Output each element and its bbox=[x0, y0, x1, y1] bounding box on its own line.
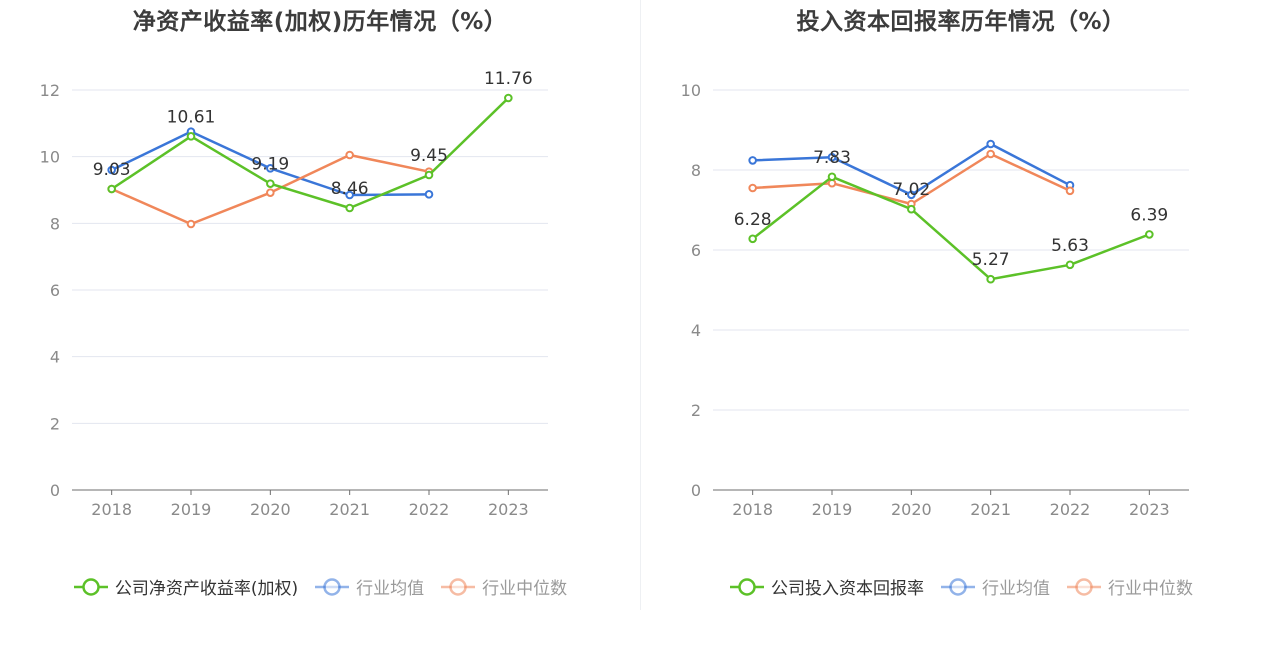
x-tick-label: 2021 bbox=[329, 500, 370, 519]
roic-chart-svg: 0 2 4 6 8 10 2018 2019 2020 2021 2022 2023 6.28 7.83 7… bbox=[681, 81, 1189, 519]
data-point bbox=[424, 190, 434, 199]
data-label: 10.61 bbox=[167, 107, 216, 127]
data-point bbox=[986, 139, 995, 149]
legend-item[interactable]: 公司净资产收益率(加权) bbox=[73, 574, 298, 599]
y-tick-label: 2 bbox=[50, 414, 60, 433]
data-point bbox=[907, 204, 916, 214]
x-tick-label: 2023 bbox=[488, 500, 529, 519]
panel-divider bbox=[640, 0, 641, 610]
data-label: 5.27 bbox=[972, 250, 1010, 270]
chart-legend: 公司投入资本回报率 行业均值 行业中位数 bbox=[641, 574, 1275, 599]
data-label: 5.63 bbox=[1051, 236, 1089, 256]
data-point bbox=[266, 164, 275, 173]
y-tick-label: 8 bbox=[691, 161, 701, 180]
legend-label: 公司投入资本回报率 bbox=[771, 579, 924, 599]
legend-item[interactable]: 行业均值 bbox=[940, 574, 1050, 599]
data-point bbox=[186, 132, 196, 141]
data-point bbox=[186, 219, 196, 229]
data-point bbox=[266, 179, 275, 188]
data-point bbox=[827, 172, 837, 182]
data-label: 8.46 bbox=[331, 179, 369, 199]
y-tick-label: 0 bbox=[50, 481, 60, 500]
legend-label: 行业均值 bbox=[356, 579, 425, 599]
x-tick-label: 2022 bbox=[1050, 500, 1091, 519]
legend-label: 公司净资产收益率(加权) bbox=[114, 579, 299, 599]
legend-swatch-marker bbox=[1075, 577, 1093, 596]
y-tick-label: 0 bbox=[691, 481, 701, 500]
data-label: 9.03 bbox=[93, 160, 131, 180]
x-tick-label: 2021 bbox=[970, 500, 1011, 519]
legend-item[interactable]: 公司投入资本回报率 bbox=[729, 574, 924, 599]
legend-item[interactable]: 行业均值 bbox=[314, 574, 424, 599]
legend-swatch-marker bbox=[82, 577, 100, 596]
data-point bbox=[748, 234, 757, 244]
legend-label: 行业中位数 bbox=[1108, 579, 1193, 599]
data-point bbox=[1065, 260, 1075, 270]
data-point bbox=[1065, 186, 1075, 196]
data-label: 11.76 bbox=[484, 69, 533, 89]
data-point bbox=[345, 190, 354, 200]
y-tick-label: 4 bbox=[691, 321, 701, 340]
chart-legend: 公司净资产收益率(加权) 行业均值 行业中位数 bbox=[0, 574, 640, 599]
data-point bbox=[1145, 230, 1154, 239]
chart-title: 净资产收益率(加权)历年情况（%） bbox=[132, 9, 508, 35]
roe-chart-panel: 净资产收益率(加权)历年情况（%） 0 2 4 6 8 10 12 2018 2019 2020 2… bbox=[0, 9, 640, 599]
data-point bbox=[107, 184, 116, 194]
y-tick-label: 6 bbox=[50, 281, 60, 300]
roe-chart-svg: 0 2 4 6 8 10 12 2018 2019 2020 2021 2022 2023 9.03 10.… bbox=[40, 69, 548, 519]
x-tick-label: 2019 bbox=[812, 500, 853, 519]
legend-swatch-icon bbox=[73, 577, 108, 596]
legend-swatch-icon bbox=[730, 577, 764, 596]
data-point bbox=[907, 190, 916, 200]
data-label: 7.02 bbox=[892, 180, 930, 200]
legend-item[interactable]: 行业中位数 bbox=[440, 574, 567, 599]
legend-label: 行业均值 bbox=[982, 579, 1050, 599]
legend-swatch-marker bbox=[323, 577, 341, 596]
y-tick-label: 4 bbox=[50, 348, 60, 367]
legend-label: 行业中位数 bbox=[482, 579, 568, 599]
legend-item[interactable]: 行业中位数 bbox=[1066, 574, 1193, 599]
data-label: 9.19 bbox=[251, 155, 289, 175]
data-point bbox=[345, 150, 354, 160]
x-tick-label: 2020 bbox=[250, 500, 291, 519]
y-tick-label: 2 bbox=[691, 401, 701, 420]
data-point bbox=[107, 165, 116, 175]
x-tick-label: 2019 bbox=[171, 500, 212, 519]
data-point bbox=[345, 203, 354, 213]
y-tick-label: 6 bbox=[691, 241, 701, 260]
data-label: 6.28 bbox=[734, 210, 772, 230]
data-point bbox=[986, 149, 995, 159]
legend-swatch-marker bbox=[949, 577, 967, 596]
legend-swatch-marker bbox=[738, 577, 756, 596]
y-tick-label: 8 bbox=[50, 214, 60, 233]
data-point bbox=[266, 188, 275, 197]
y-tick-label: 10 bbox=[681, 81, 701, 100]
data-point bbox=[504, 93, 513, 103]
legend-swatch-icon bbox=[941, 577, 975, 596]
data-label: 7.83 bbox=[813, 148, 851, 168]
roic-chart-panel: 投入资本回报率历年情况（%） 0 2 4 6 8 10 2018 2019 2020 2021 20… bbox=[641, 0, 1275, 655]
legend-swatch-icon bbox=[441, 577, 476, 596]
y-tick-label: 10 bbox=[40, 148, 60, 167]
x-tick-label: 2018 bbox=[732, 500, 773, 519]
legend-swatch-marker bbox=[449, 577, 467, 596]
data-point bbox=[748, 183, 757, 193]
series-line bbox=[110, 97, 510, 210]
x-tick-label: 2020 bbox=[891, 500, 932, 519]
data-point bbox=[986, 274, 995, 284]
x-tick-label: 2022 bbox=[409, 500, 450, 519]
data-point bbox=[748, 156, 757, 165]
data-point bbox=[424, 170, 434, 180]
x-tick-label: 2018 bbox=[91, 500, 132, 519]
data-label: 6.39 bbox=[1130, 205, 1168, 225]
chart-title: 投入资本回报率历年情况（%） bbox=[796, 9, 1126, 35]
y-tick-label: 12 bbox=[40, 81, 60, 100]
legend-swatch-icon bbox=[315, 577, 350, 596]
x-tick-label: 2023 bbox=[1129, 500, 1170, 519]
series-line bbox=[751, 175, 1150, 281]
legend-swatch-icon bbox=[1067, 577, 1101, 596]
data-label: 9.45 bbox=[410, 146, 448, 166]
data-point bbox=[827, 152, 837, 162]
